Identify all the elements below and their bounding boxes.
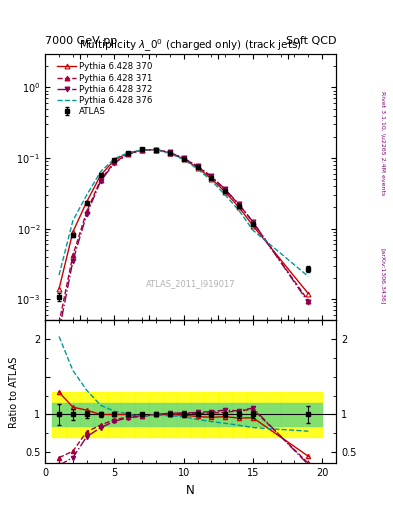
Pythia 6.428 371 (84, 208, 89, 215)
Pythia 6.428 370 (70, 229, 75, 235)
Title: Multiplicity $\lambda\_0^0$ (charged only) (track jets): Multiplicity $\lambda\_0^0$ (charged onl… (79, 37, 302, 54)
Pythia 6.428 370 (306, 291, 311, 297)
Pythia 6.428 371 (98, 177, 103, 183)
Pythia 6.428 371 (112, 159, 117, 165)
Pythia 6.428 376 (306, 273, 311, 280)
Pythia 6.428 376 (84, 192, 89, 198)
Pythia 6.428 372 (306, 300, 311, 306)
Pythia 6.428 370 (140, 147, 145, 153)
Text: ATLAS_2011_I919017: ATLAS_2011_I919017 (146, 280, 235, 288)
Pythia 6.428 371 (223, 187, 228, 194)
X-axis label: N: N (186, 484, 195, 497)
Pythia 6.428 372 (223, 186, 228, 193)
Pythia 6.428 376 (70, 218, 75, 224)
Pythia 6.428 370 (181, 156, 186, 162)
Pythia 6.428 372 (112, 160, 117, 166)
Pythia 6.428 371 (237, 201, 241, 207)
Pythia 6.428 371 (167, 150, 172, 156)
Pythia 6.428 372 (57, 328, 61, 334)
Pythia 6.428 372 (98, 178, 103, 184)
Legend: Pythia 6.428 370, Pythia 6.428 371, Pythia 6.428 372, Pythia 6.428 376, ATLAS: Pythia 6.428 370, Pythia 6.428 371, Pyth… (55, 61, 154, 118)
Line: Pythia 6.428 372: Pythia 6.428 372 (57, 147, 311, 334)
Pythia 6.428 376 (98, 168, 103, 175)
Text: Soft QCD: Soft QCD (286, 36, 336, 46)
Pythia 6.428 371 (57, 320, 61, 326)
Pythia 6.428 370 (154, 146, 158, 153)
Text: [arXiv:1306.3436]: [arXiv:1306.3436] (381, 248, 386, 305)
Pythia 6.428 376 (209, 178, 214, 184)
Pythia 6.428 376 (195, 166, 200, 172)
Pythia 6.428 371 (70, 252, 75, 258)
Text: Rivet 3.1.10, \u2265 2.4M events: Rivet 3.1.10, \u2265 2.4M events (381, 91, 386, 196)
Pythia 6.428 372 (140, 147, 145, 153)
Pythia 6.428 371 (209, 174, 214, 180)
Pythia 6.428 376 (181, 157, 186, 163)
Pythia 6.428 371 (126, 151, 130, 157)
Pythia 6.428 371 (140, 147, 145, 153)
Pythia 6.428 376 (154, 146, 158, 153)
Pythia 6.428 371 (181, 155, 186, 161)
Pythia 6.428 376 (251, 227, 255, 233)
Pythia 6.428 372 (70, 258, 75, 264)
Pythia 6.428 372 (251, 219, 255, 225)
Y-axis label: Ratio to ATLAS: Ratio to ATLAS (9, 356, 19, 428)
Pythia 6.428 376 (140, 147, 145, 153)
Pythia 6.428 376 (57, 272, 61, 278)
Line: Pythia 6.428 376: Pythia 6.428 376 (59, 150, 309, 276)
Pythia 6.428 372 (195, 163, 200, 169)
Pythia 6.428 372 (237, 201, 241, 207)
Pythia 6.428 372 (84, 211, 89, 217)
Pythia 6.428 370 (223, 189, 228, 195)
Pythia 6.428 376 (167, 151, 172, 157)
Pythia 6.428 372 (167, 150, 172, 156)
Text: 7000 GeV pp: 7000 GeV pp (45, 36, 118, 46)
Pythia 6.428 371 (195, 163, 200, 169)
Pythia 6.428 370 (237, 204, 241, 210)
Pythia 6.428 370 (57, 286, 61, 292)
Pythia 6.428 376 (126, 150, 130, 156)
Pythia 6.428 370 (84, 199, 89, 205)
Pythia 6.428 371 (154, 146, 158, 153)
Line: Pythia 6.428 370: Pythia 6.428 370 (57, 147, 311, 296)
Pythia 6.428 371 (251, 219, 255, 225)
Pythia 6.428 372 (154, 146, 158, 153)
Pythia 6.428 370 (112, 157, 117, 163)
Pythia 6.428 376 (223, 192, 228, 198)
Pythia 6.428 370 (251, 223, 255, 229)
Pythia 6.428 370 (209, 176, 214, 182)
Pythia 6.428 370 (167, 150, 172, 156)
Pythia 6.428 372 (181, 155, 186, 161)
Pythia 6.428 370 (195, 165, 200, 171)
Pythia 6.428 370 (98, 172, 103, 178)
Pythia 6.428 372 (209, 173, 214, 179)
Pythia 6.428 372 (126, 151, 130, 157)
Line: Pythia 6.428 371: Pythia 6.428 371 (57, 147, 311, 326)
Pythia 6.428 370 (126, 150, 130, 156)
Pythia 6.428 376 (237, 207, 241, 214)
Pythia 6.428 371 (306, 297, 311, 304)
Pythia 6.428 376 (112, 156, 117, 162)
